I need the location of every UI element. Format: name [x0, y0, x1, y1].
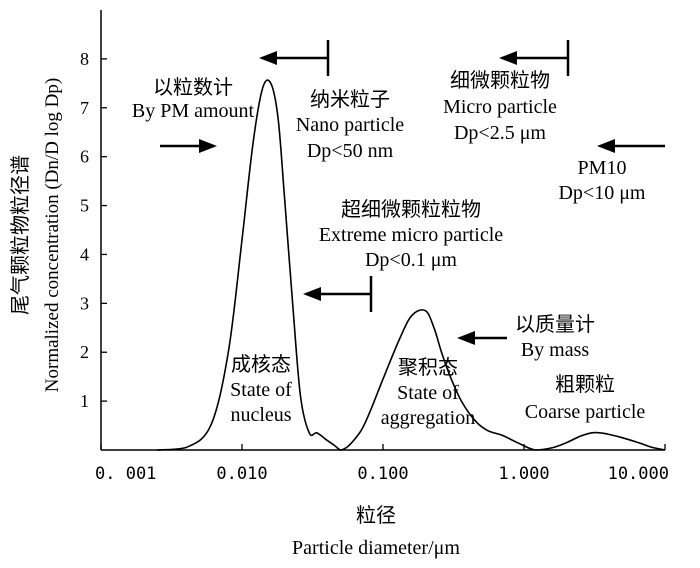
axis-ticks: 1 2 3 4 5 6 7 8 0. 001 0.010 0.100 1.000 10.000 [80, 49, 669, 484]
svg-text:成核态: 成核态 [231, 353, 291, 376]
x-axis-title: Particle diameter/μm [292, 537, 460, 559]
y-tick-label: 3 [80, 293, 89, 313]
arrow-extreme-micro [303, 276, 373, 312]
svg-text:超细微颗粒粒物: 超细微颗粒粒物 [341, 198, 481, 221]
series-line [157, 79, 666, 451]
annotation-by-mass: 以质量计 By mass [515, 313, 595, 361]
arrow-nano-particle [259, 40, 330, 76]
svg-text:State of: State of [230, 379, 292, 401]
svg-text:细微颗粒物: 细微颗粒物 [450, 69, 550, 92]
svg-text:nucleus: nucleus [230, 404, 291, 426]
svg-text:以质量计: 以质量计 [515, 313, 595, 336]
x-tick-label: 1.000 [498, 464, 549, 484]
annotation-micro-particle: 细微颗粒物 Micro particle Dp<2.5 μm [443, 69, 557, 144]
annotation-pm10: PM10 Dp<10 μm [558, 157, 645, 204]
svg-text:纳米粒子: 纳米粒子 [310, 88, 390, 111]
svg-text:Dp<10 μm: Dp<10 μm [558, 182, 645, 204]
arrow-by-mass [457, 331, 507, 345]
arrow-pm10 [597, 139, 665, 153]
arrow-by-pm-amount [160, 139, 217, 153]
y-tick-label: 1 [80, 391, 89, 411]
svg-text:Coarse particle: Coarse particle [525, 401, 646, 423]
svg-text:Dp<2.5 μm: Dp<2.5 μm [454, 122, 546, 144]
y-tick-label: 6 [80, 147, 89, 167]
x-tick-label: 0.010 [216, 464, 267, 484]
svg-text:By PM amount: By PM amount [132, 100, 255, 122]
svg-text:Extreme micro particle: Extreme micro particle [319, 224, 503, 246]
y-axis-title-cn: 尾气颗粒物粒径谱 [9, 155, 32, 315]
annotation-nano-particle: 纳米粒子 Nano particle Dp<50 nm [296, 88, 404, 162]
svg-text:粗颗粒: 粗颗粒 [555, 373, 615, 396]
annotation-extreme-micro: 超细微颗粒粒物 Extreme micro particle Dp<0.1 μm [319, 198, 503, 271]
annotation-aggregation: 聚积态 State of aggregation [381, 356, 475, 429]
svg-text:Nano particle: Nano particle [296, 114, 404, 136]
annotation-nucleus: 成核态 State of nucleus [230, 353, 292, 426]
y-tick-label: 7 [80, 98, 89, 118]
y-tick-label: 2 [80, 342, 89, 362]
svg-text:aggregation: aggregation [381, 407, 475, 429]
x-axis-title-cn: 粒径 [356, 504, 396, 527]
svg-text:By mass: By mass [521, 339, 590, 361]
svg-text:以粒数计: 以粒数计 [153, 76, 233, 99]
svg-text:Dp<0.1 μm: Dp<0.1 μm [365, 249, 457, 271]
x-tick-label: 0.100 [357, 464, 408, 484]
y-axis-title: Normalized concentration (Dn/D log Dp) [42, 78, 63, 392]
annotation-coarse-particle: 粗颗粒 Coarse particle [525, 373, 646, 423]
svg-text:聚积态: 聚积态 [398, 356, 458, 379]
arrow-micro-particle [499, 40, 570, 76]
y-tick-label: 8 [80, 49, 89, 69]
svg-text:Micro particle: Micro particle [443, 96, 557, 118]
svg-text:State of: State of [397, 382, 459, 404]
y-tick-label: 4 [80, 244, 89, 264]
x-tick-label: 10.000 [608, 464, 669, 484]
svg-text:Dp<50 nm: Dp<50 nm [307, 140, 394, 162]
svg-text:PM10: PM10 [578, 157, 627, 179]
annotation-by-pm-amount: 以粒数计 By PM amount [132, 76, 255, 122]
y-tick-label: 5 [80, 196, 89, 216]
x-tick-label: 0. 001 [95, 464, 156, 484]
